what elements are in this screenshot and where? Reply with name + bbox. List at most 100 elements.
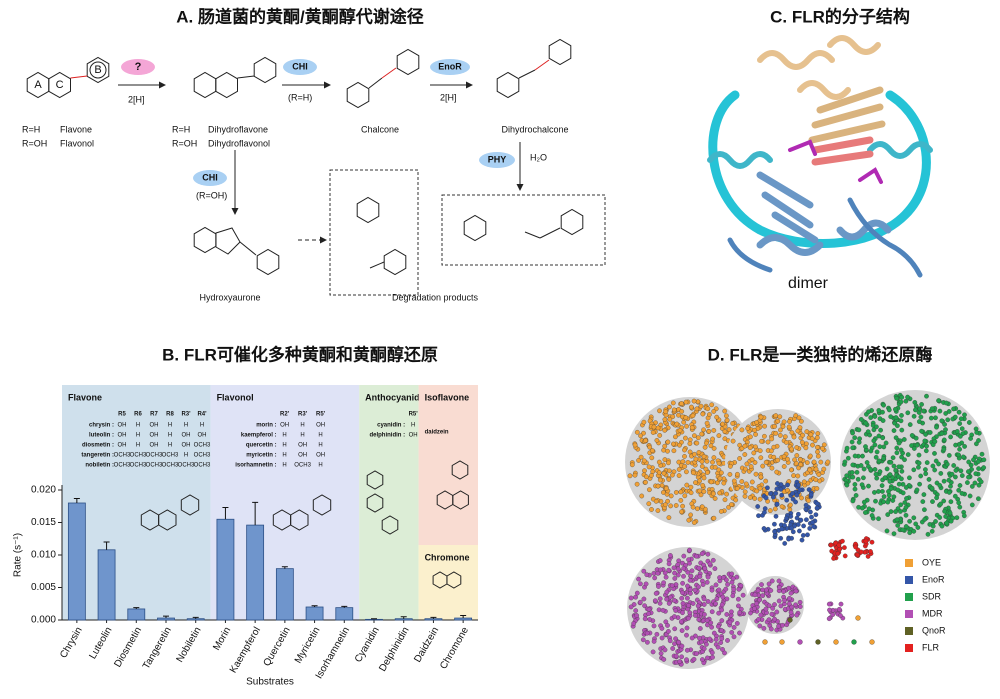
node [679,643,685,649]
enzyme-label: CHI [202,172,218,182]
node [715,644,721,650]
node [905,394,910,400]
node [778,603,784,609]
node [850,445,856,451]
node [710,654,715,660]
sheet [756,171,892,256]
node [946,490,952,495]
node [679,595,685,601]
node [709,402,715,408]
node [855,552,860,558]
node [838,601,844,607]
node [944,461,950,467]
node [869,539,875,545]
ring [158,509,177,531]
node [852,486,858,492]
node [716,610,722,616]
node [772,529,777,534]
node [887,479,893,484]
node [762,506,768,511]
node [934,424,939,430]
node [877,444,883,450]
node [646,607,652,612]
node [694,406,700,412]
node [974,441,979,447]
node [655,425,661,431]
ring [48,71,71,99]
node [929,528,935,534]
node [817,478,823,484]
node [799,439,805,445]
node [951,463,957,468]
node [777,585,782,590]
node [974,430,980,435]
node [852,453,858,459]
node [779,504,785,509]
node [727,472,733,477]
node [725,582,730,587]
node [921,492,927,497]
node [869,513,875,518]
node [696,450,702,455]
node [975,459,981,465]
node [729,579,735,585]
node [650,430,656,435]
node [891,494,897,500]
node [923,448,929,454]
node [753,444,758,450]
node [633,608,639,613]
table-row-name: luteolin : [89,433,114,439]
node [641,419,647,425]
node [659,626,665,631]
node [883,440,889,446]
node [739,479,745,484]
node [641,596,647,602]
node [684,632,689,638]
node [696,565,702,571]
node [656,607,662,613]
node [858,463,864,468]
node [777,414,783,420]
group-label: Anthocyanidin [365,392,428,402]
node [781,589,786,594]
node [709,650,715,656]
node [826,616,832,622]
table-cell: OH [198,433,207,439]
node [663,486,669,491]
node [949,471,955,477]
node [693,456,699,462]
node [911,467,917,473]
node [780,622,785,628]
table-cell: H [168,433,172,439]
node [701,596,707,602]
node [794,445,800,450]
node [762,510,767,515]
node [948,518,954,524]
node [876,433,882,439]
node [676,467,682,472]
table-cell: OH [316,453,325,459]
node [768,588,774,593]
table-cell: H [184,423,188,429]
node [678,498,684,503]
group-background [418,545,478,620]
node [642,603,647,609]
node [688,490,694,496]
node [881,499,886,505]
node [701,427,706,433]
node [953,468,959,473]
x-tick-label: Quercetin [262,625,293,668]
node [642,468,647,474]
node [872,442,878,448]
node [896,440,902,446]
node [916,452,922,458]
node [697,488,703,494]
node [961,513,967,519]
node [829,548,835,554]
compound-name: Hydroxyaurone [199,292,260,302]
node [806,498,811,503]
node [826,601,832,607]
node [891,463,897,469]
node [941,446,947,452]
node [852,482,858,487]
